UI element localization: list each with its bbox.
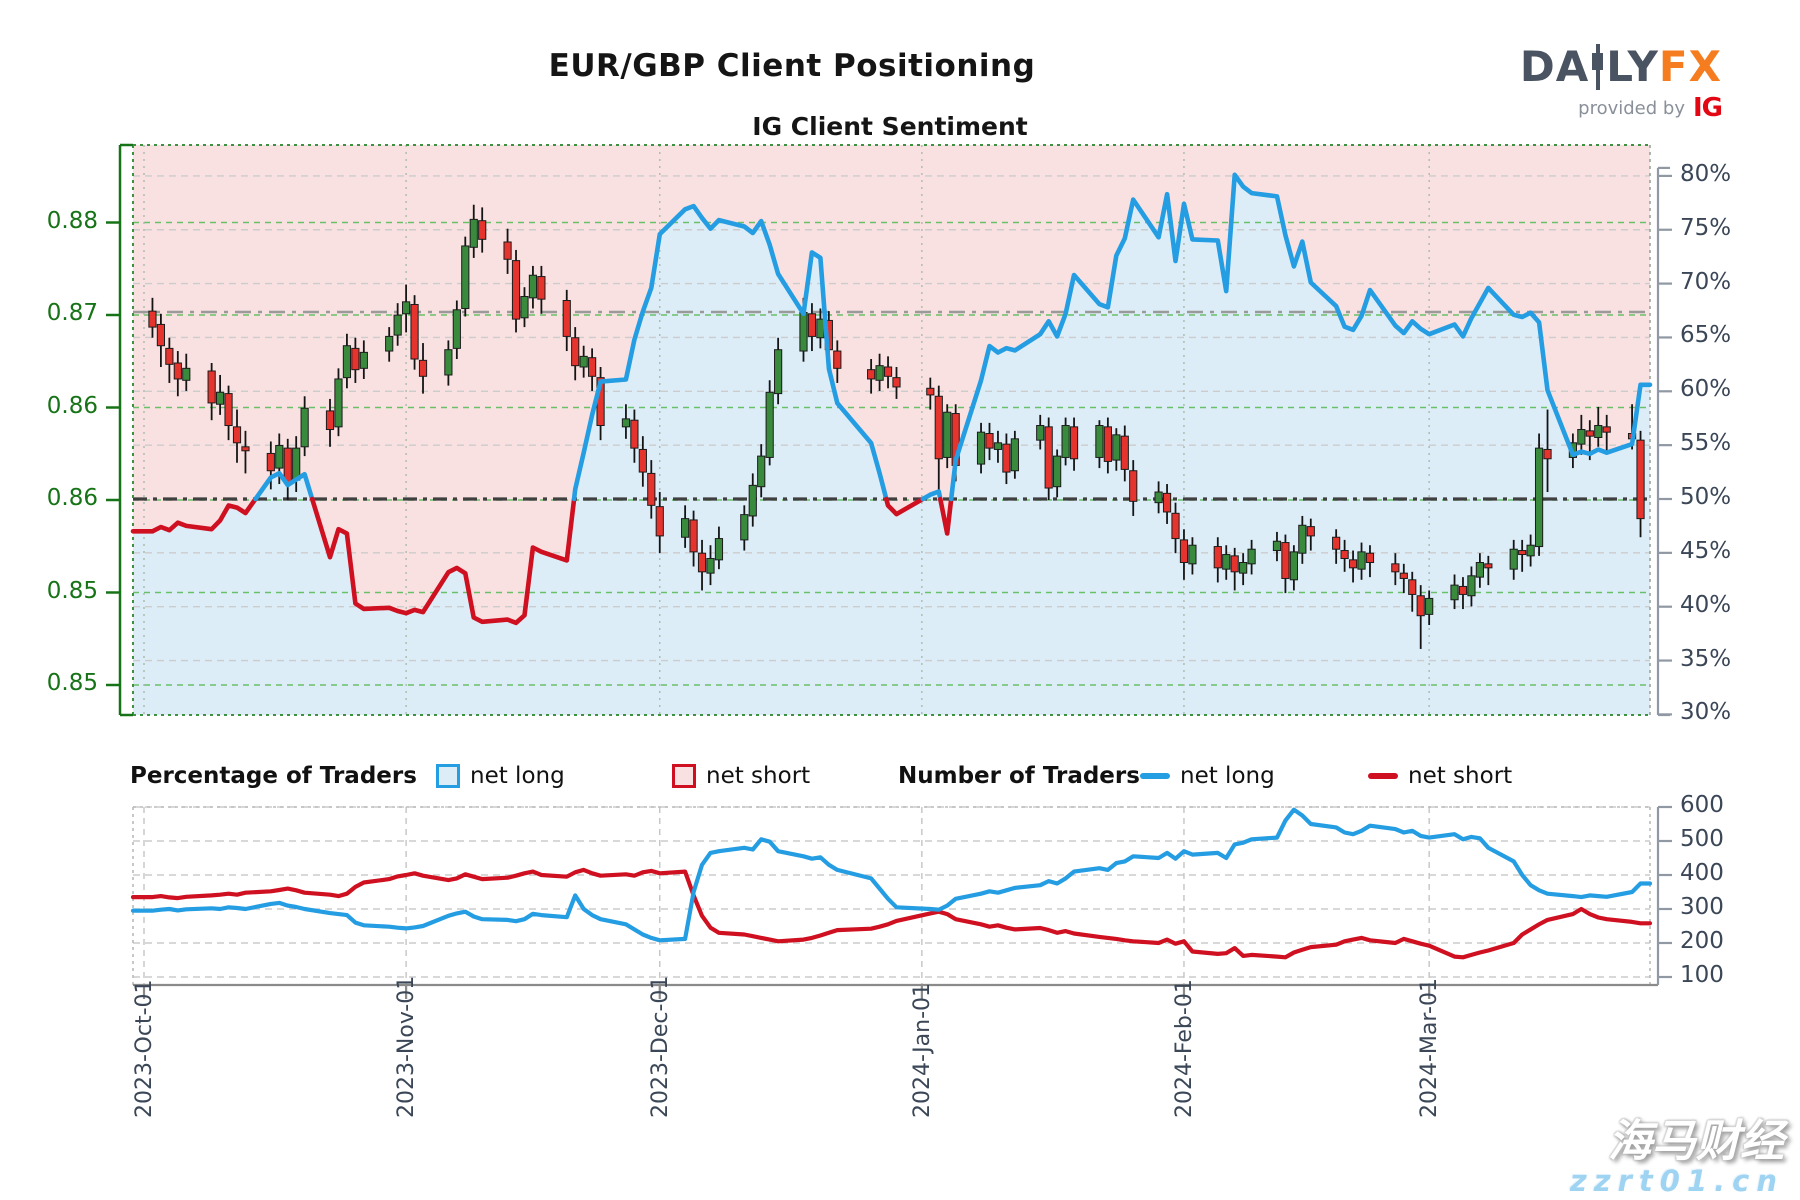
- page-title: EUR/GBP Client Positioning: [548, 48, 1036, 84]
- traders-net-short-line: [130, 867, 1653, 960]
- count-tick-label: 300: [1680, 894, 1724, 920]
- dailyfx-wordmark: DA LY FX: [1520, 42, 1722, 91]
- net-long-box-swatch: [436, 764, 460, 788]
- traders-count-chart: [130, 805, 1672, 999]
- watermark-line1: 海马财经: [1608, 1115, 1784, 1167]
- pct-tick-label: 55%: [1680, 430, 1732, 457]
- pct-tick-label: 80%: [1680, 160, 1732, 187]
- pct-tick-label: 45%: [1680, 537, 1732, 564]
- pct-tick-label: 50%: [1680, 484, 1732, 510]
- date-tick-label: 2023-Nov-01: [394, 975, 420, 1118]
- traders-net-long-line: [130, 807, 1653, 943]
- pct-tick-label: 65%: [1680, 322, 1732, 349]
- price-candles: [148, 204, 1645, 649]
- logo-text-ly: LY: [1606, 42, 1659, 91]
- legend-num-header: Number of Traders: [898, 763, 1140, 789]
- count-tick-label: 500: [1680, 826, 1724, 852]
- price-tick-label: 0.85: [46, 577, 98, 604]
- candlestick-icon: [1591, 43, 1604, 90]
- pct-tick-label: 60%: [1680, 376, 1732, 403]
- legend-num-net-short: net short: [1368, 763, 1512, 789]
- watermark: 海马财经 zzrt01.cn: [1569, 1115, 1784, 1199]
- logo-text-da: DA: [1519, 42, 1590, 91]
- logo-text-fx: FX: [1658, 42, 1722, 91]
- net-long-dash-swatch: [1140, 773, 1170, 779]
- net-long-pct-line: [130, 172, 1653, 626]
- count-tick-label: 600: [1680, 792, 1724, 818]
- net-short-box-swatch: [672, 764, 696, 788]
- top-axes: [106, 143, 1672, 717]
- net-short-dash-swatch: [1368, 773, 1398, 779]
- ig-logo: IG: [1692, 93, 1723, 123]
- pct-tick-label: 70%: [1680, 268, 1732, 295]
- price-tick-label: 0.85: [46, 670, 98, 696]
- dailyfx-logo: DA LY FX provided by IG: [1520, 42, 1723, 123]
- legend-pct-net-long: net long: [436, 763, 565, 789]
- pct-tick-label: 35%: [1680, 645, 1732, 672]
- price-tick-label: 0.86: [46, 392, 98, 419]
- count-tick-label: 100: [1680, 962, 1724, 988]
- pct-tick-label: 75%: [1680, 214, 1732, 241]
- provided-by-text: provided by: [1578, 97, 1685, 119]
- date-tick-label: 2024-Feb-01: [1171, 979, 1197, 1118]
- price-tick-label: 0.86: [46, 485, 98, 511]
- date-tick-label: 2024-Mar-01: [1417, 978, 1443, 1118]
- date-tick-label: 2023-Oct-01: [132, 979, 157, 1118]
- pct-tick-label: 30%: [1680, 699, 1732, 726]
- price-tick-label: 0.88: [46, 207, 98, 234]
- date-tick-label: 2023-Dec-01: [647, 975, 673, 1118]
- legend-pct-net-short: net short: [672, 763, 810, 789]
- count-tick-label: 200: [1680, 928, 1724, 954]
- date-tick-label: 2024-Jan-01: [909, 983, 935, 1118]
- top-chart: [130, 144, 1653, 716]
- pct-tick-label: 40%: [1680, 591, 1732, 618]
- price-tick-label: 0.87: [46, 300, 98, 326]
- legend-num-net-long: net long: [1140, 763, 1275, 789]
- watermark-line2: zzrt01.cn: [1569, 1164, 1784, 1199]
- count-tick-label: 400: [1680, 860, 1724, 886]
- legend-pct-header: Percentage of Traders: [130, 763, 417, 789]
- chart-subtitle: IG Client Sentiment: [752, 112, 1028, 141]
